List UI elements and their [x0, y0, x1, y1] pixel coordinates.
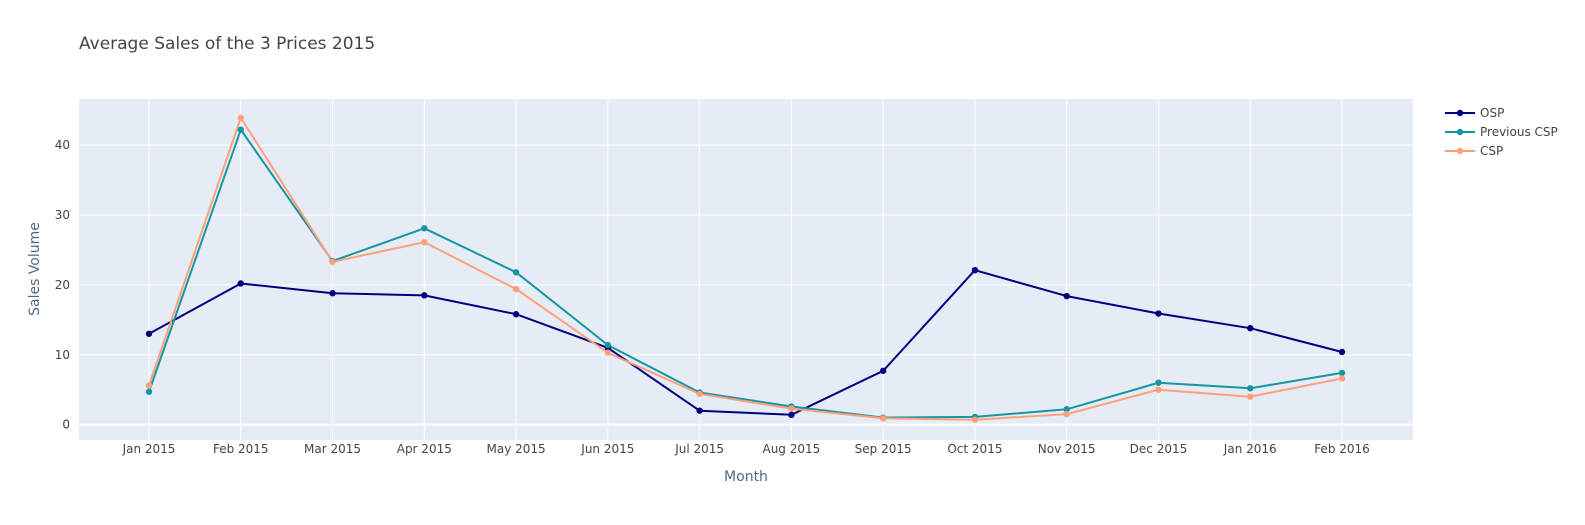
plot-area — [79, 99, 1413, 440]
x-tick-label: Nov 2015 — [1038, 442, 1096, 456]
chart-title: Average Sales of the 3 Prices 2015 — [79, 34, 375, 54]
data-point-osp — [1338, 348, 1346, 356]
series-points — [145, 114, 1346, 423]
legend-label: Previous CSP — [1480, 125, 1558, 139]
data-point-osp — [1155, 310, 1162, 317]
data-point-csp — [1247, 393, 1254, 400]
series-line-csp — [148, 116, 1343, 421]
x-tick-label: Sep 2015 — [855, 442, 912, 456]
series-line-osp — [148, 269, 1343, 416]
data-point-previous-csp — [145, 388, 153, 395]
data-point-csp — [145, 382, 153, 389]
legend-item-previous-csp[interactable]: Previous CSP — [1445, 125, 1558, 139]
y-tick-label: 20 — [55, 278, 70, 292]
legend[interactable]: OSP Previous CSP CSP — [1445, 106, 1558, 158]
data-point-csp — [696, 390, 703, 398]
data-point-osp — [1063, 292, 1070, 300]
x-tick-label: Dec 2015 — [1130, 442, 1188, 456]
data-point-osp — [879, 367, 887, 375]
data-point-csp — [1338, 375, 1346, 382]
data-point-csp — [604, 349, 612, 356]
gridlines — [79, 99, 1413, 440]
x-tick-label: Jul 2015 — [674, 442, 724, 456]
x-tick-label: Mar 2015 — [304, 442, 361, 456]
legend-swatch-marker — [1456, 147, 1464, 155]
data-point-csp — [879, 415, 887, 422]
data-point-previous-csp — [1247, 385, 1254, 392]
data-point-osp — [329, 290, 336, 297]
x-tick-label: Jun 2015 — [580, 442, 634, 456]
y-axis: 0 10 20 30 40 — [55, 138, 70, 432]
x-tick-label: Jan 2015 — [122, 442, 176, 456]
data-point-csp — [237, 114, 244, 122]
data-point-previous-csp — [237, 126, 244, 133]
legend-label: OSP — [1480, 106, 1504, 120]
data-point-osp — [788, 411, 795, 419]
data-point-osp — [1247, 324, 1254, 332]
data-point-osp — [237, 280, 244, 287]
x-tick-label: Jan 2016 — [1223, 442, 1277, 456]
x-axis-title: Month — [724, 469, 768, 485]
data-point-previous-csp — [1338, 369, 1346, 377]
y-tick-label: 10 — [55, 348, 70, 362]
data-point-osp — [696, 407, 703, 414]
legend-swatch-marker — [1456, 128, 1464, 136]
x-tick-label: Feb 2016 — [1314, 442, 1370, 456]
legend-item-csp[interactable]: CSP — [1445, 144, 1503, 158]
data-point-csp — [512, 285, 520, 293]
y-axis-title: Sales Volume — [27, 222, 43, 316]
legend-item-osp[interactable]: OSP — [1445, 106, 1504, 120]
series-lines — [148, 116, 1343, 421]
x-tick-label: Apr 2015 — [397, 442, 452, 456]
data-point-csp — [788, 405, 795, 412]
data-point-osp — [421, 292, 428, 299]
x-tick-label: Oct 2015 — [947, 442, 1002, 456]
data-point-csp — [1063, 410, 1070, 418]
data-point-csp — [1155, 386, 1162, 393]
data-point-previous-csp — [1063, 406, 1070, 413]
data-point-csp — [421, 239, 428, 246]
data-point-previous-csp — [512, 269, 520, 276]
data-point-previous-csp — [1155, 379, 1162, 386]
legend-label: CSP — [1480, 144, 1503, 158]
y-tick-label: 0 — [62, 418, 70, 432]
data-point-previous-csp — [604, 341, 612, 349]
y-tick-label: 40 — [55, 138, 70, 152]
x-tick-label: Aug 2015 — [762, 442, 820, 456]
data-point-previous-csp — [421, 225, 428, 232]
legend-swatch-marker — [1456, 109, 1464, 117]
x-axis: Jan 2015 Feb 2015 Mar 2015 Apr 2015 May 2015… — [122, 442, 1370, 456]
data-point-csp — [971, 416, 979, 423]
data-point-osp — [971, 266, 979, 274]
data-point-osp — [512, 311, 520, 318]
series-line-previous-csp — [148, 128, 1343, 419]
y-tick-label: 30 — [55, 208, 70, 222]
data-point-csp — [329, 258, 336, 266]
x-tick-label: Feb 2015 — [213, 442, 269, 456]
data-point-osp — [145, 330, 153, 337]
x-tick-label: May 2015 — [486, 442, 545, 456]
